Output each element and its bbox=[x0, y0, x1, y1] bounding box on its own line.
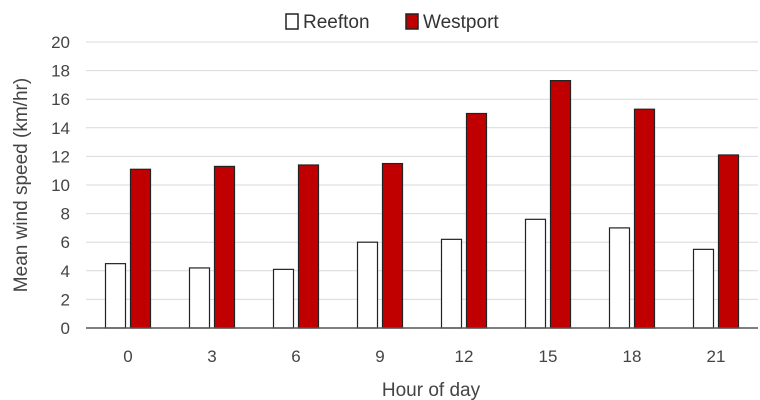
y-axis-title: Mean wind speed (km/hr) bbox=[11, 78, 32, 292]
y-tick-20: 20 bbox=[51, 33, 70, 52]
legend-swatch-reefton bbox=[286, 14, 298, 29]
y-tick-6: 6 bbox=[61, 233, 70, 252]
bar-reefton-21 bbox=[694, 249, 714, 328]
legend-swatch-westport bbox=[406, 14, 418, 29]
x-tick-3: 3 bbox=[207, 347, 216, 366]
bar-reefton-6 bbox=[274, 269, 294, 328]
y-tick-4: 4 bbox=[61, 262, 70, 281]
x-tick-6: 6 bbox=[291, 347, 300, 366]
bar-westport-6 bbox=[299, 165, 319, 328]
bar-westport-21 bbox=[719, 155, 739, 328]
bar-westport-3 bbox=[215, 166, 235, 328]
x-tick-21: 21 bbox=[707, 347, 726, 366]
bar-reefton-3 bbox=[190, 268, 210, 328]
bar-westport-0 bbox=[131, 169, 151, 328]
bar-westport-18 bbox=[635, 109, 655, 328]
y-tick-16: 16 bbox=[51, 90, 70, 109]
x-axis-title: Hour of day bbox=[382, 380, 481, 400]
bar-reefton-15 bbox=[526, 219, 546, 328]
bar-reefton-0 bbox=[106, 264, 126, 328]
x-tick-0: 0 bbox=[123, 347, 132, 366]
y-tick-18: 18 bbox=[51, 62, 70, 81]
bar-reefton-9 bbox=[358, 242, 378, 328]
x-tick-12: 12 bbox=[455, 347, 474, 366]
y-tick-14: 14 bbox=[51, 119, 70, 138]
x-tick-15: 15 bbox=[539, 347, 558, 366]
y-tick-labels: 0 2 4 6 8 10 12 14 16 18 20 bbox=[51, 33, 70, 338]
bar-westport-12 bbox=[467, 114, 487, 329]
y-tick-2: 2 bbox=[61, 290, 70, 309]
y-tick-8: 8 bbox=[61, 205, 70, 224]
bar-westport-9 bbox=[383, 164, 403, 328]
legend-label-reefton: Reefton bbox=[303, 12, 370, 33]
bar-reefton-12 bbox=[442, 239, 462, 328]
x-tick-9: 9 bbox=[375, 347, 384, 366]
legend: Reefton Westport bbox=[286, 12, 499, 33]
bar-reefton-18 bbox=[610, 228, 630, 328]
gridlines bbox=[86, 42, 758, 299]
y-tick-10: 10 bbox=[51, 176, 70, 195]
y-tick-0: 0 bbox=[61, 319, 70, 338]
x-tick-labels: 0 3 6 9 12 15 18 21 bbox=[123, 347, 725, 366]
bars bbox=[106, 81, 739, 328]
y-tick-12: 12 bbox=[51, 147, 70, 166]
legend-label-westport: Westport bbox=[423, 12, 499, 33]
x-tick-18: 18 bbox=[623, 347, 642, 366]
bar-westport-15 bbox=[551, 81, 571, 328]
